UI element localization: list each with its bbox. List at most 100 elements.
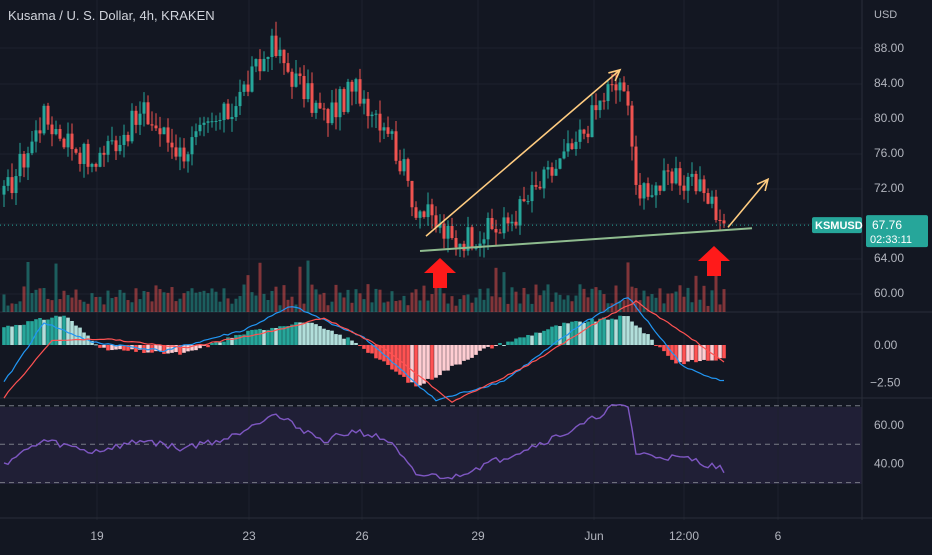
macd-histogram-bar bbox=[710, 345, 714, 361]
macd-histogram-bar bbox=[526, 334, 530, 345]
macd-histogram-bar bbox=[286, 326, 290, 345]
volume-bar bbox=[34, 289, 38, 312]
candle bbox=[262, 58, 266, 72]
macd-histogram-bar bbox=[174, 345, 178, 353]
volume-bar bbox=[254, 295, 258, 312]
volume-bar bbox=[614, 285, 618, 312]
candle bbox=[646, 183, 650, 197]
macd-histogram-bar bbox=[338, 334, 342, 345]
macd-histogram-bar bbox=[550, 326, 554, 345]
volume-bar bbox=[26, 262, 30, 312]
candle bbox=[18, 153, 22, 177]
macd-histogram-bar bbox=[230, 337, 234, 345]
volume-bar bbox=[366, 284, 370, 312]
macd-histogram-bar bbox=[282, 326, 286, 345]
volume-bar bbox=[534, 284, 538, 312]
volume-bars bbox=[2, 257, 726, 312]
volume-bar bbox=[234, 298, 238, 312]
candle bbox=[178, 147, 182, 157]
candle bbox=[506, 217, 510, 224]
candle bbox=[714, 196, 718, 220]
time-tick-label: 6 bbox=[775, 529, 782, 543]
macd-histogram-bar bbox=[398, 345, 402, 375]
bar-countdown: 02:33:11 bbox=[870, 234, 912, 246]
rsi-line bbox=[3, 404, 725, 480]
candle bbox=[130, 110, 134, 142]
volume-bar bbox=[158, 289, 162, 312]
volume-bar bbox=[474, 297, 478, 312]
price-tick-label: 76.00 bbox=[874, 146, 904, 160]
volume-bar bbox=[566, 295, 570, 312]
rsi-pane bbox=[0, 404, 862, 484]
candle bbox=[598, 100, 602, 111]
volume-bar bbox=[430, 294, 434, 312]
volume-bar bbox=[22, 286, 26, 312]
macd-histogram-bar bbox=[346, 337, 350, 345]
macd-histogram-bar bbox=[298, 322, 302, 345]
candle bbox=[638, 184, 642, 199]
macd-histogram-bar bbox=[542, 330, 546, 345]
candle bbox=[426, 204, 430, 218]
candle bbox=[22, 153, 26, 168]
macd-histogram-bar bbox=[590, 318, 594, 345]
macd-histogram-bar bbox=[430, 345, 434, 380]
volume-bar bbox=[218, 301, 222, 312]
macd-histogram-bar bbox=[266, 329, 270, 345]
candle bbox=[434, 215, 438, 228]
volume-bar bbox=[202, 290, 206, 312]
volume-bar bbox=[562, 299, 566, 312]
rsi-tick-label: 60.00 bbox=[874, 418, 904, 432]
macd-histogram-bar bbox=[318, 326, 322, 345]
candle bbox=[118, 144, 122, 152]
volume-bar bbox=[390, 291, 394, 312]
candle bbox=[630, 105, 634, 147]
macd-histogram-bar bbox=[718, 345, 722, 359]
time-axis: 19 23 26 29 Jun 12:00 6 bbox=[90, 529, 781, 543]
volume-bar bbox=[294, 304, 298, 312]
volume-bar bbox=[330, 301, 334, 312]
volume-bar bbox=[286, 299, 290, 312]
candle bbox=[82, 143, 86, 164]
volume-bar bbox=[210, 288, 214, 312]
macd-histogram-bar bbox=[694, 345, 698, 363]
macd-histogram-bar bbox=[6, 325, 10, 345]
volume-bar bbox=[434, 286, 438, 312]
macd-histogram-bar bbox=[594, 321, 598, 345]
candle bbox=[342, 89, 346, 112]
candle bbox=[14, 176, 18, 194]
price-badge bbox=[866, 215, 928, 248]
volume-bar bbox=[14, 303, 18, 312]
candle bbox=[322, 108, 326, 110]
candle bbox=[30, 141, 34, 154]
volume-bar bbox=[134, 288, 138, 312]
candle bbox=[470, 227, 474, 249]
macd-histogram-bar bbox=[18, 325, 22, 345]
candle bbox=[38, 130, 42, 134]
candle bbox=[398, 160, 402, 172]
candle bbox=[154, 125, 158, 129]
price-tick-label: 80.00 bbox=[874, 111, 904, 125]
macd-histogram-bar bbox=[414, 345, 418, 387]
macd-histogram-bar bbox=[446, 345, 450, 371]
volume-bar bbox=[714, 257, 718, 312]
candle bbox=[358, 79, 362, 104]
macd-histogram-bar bbox=[294, 322, 298, 345]
volume-bar bbox=[426, 300, 430, 312]
volume-bar bbox=[598, 290, 602, 312]
macd-histogram-bar bbox=[386, 345, 390, 365]
volume-bar bbox=[674, 291, 678, 312]
volume-bar bbox=[138, 299, 142, 312]
volume-bar bbox=[358, 293, 362, 312]
macd-histogram-bar bbox=[134, 345, 138, 352]
volume-bar bbox=[446, 303, 450, 312]
price-tick-label: 72.00 bbox=[874, 181, 904, 195]
macd-histogram-bar bbox=[94, 344, 98, 346]
volume-bar bbox=[554, 292, 558, 312]
macd-histogram-bar bbox=[162, 345, 166, 354]
volume-bar bbox=[186, 291, 190, 312]
candle bbox=[718, 219, 722, 221]
volume-bar bbox=[266, 299, 270, 312]
volume-bar bbox=[658, 288, 662, 312]
